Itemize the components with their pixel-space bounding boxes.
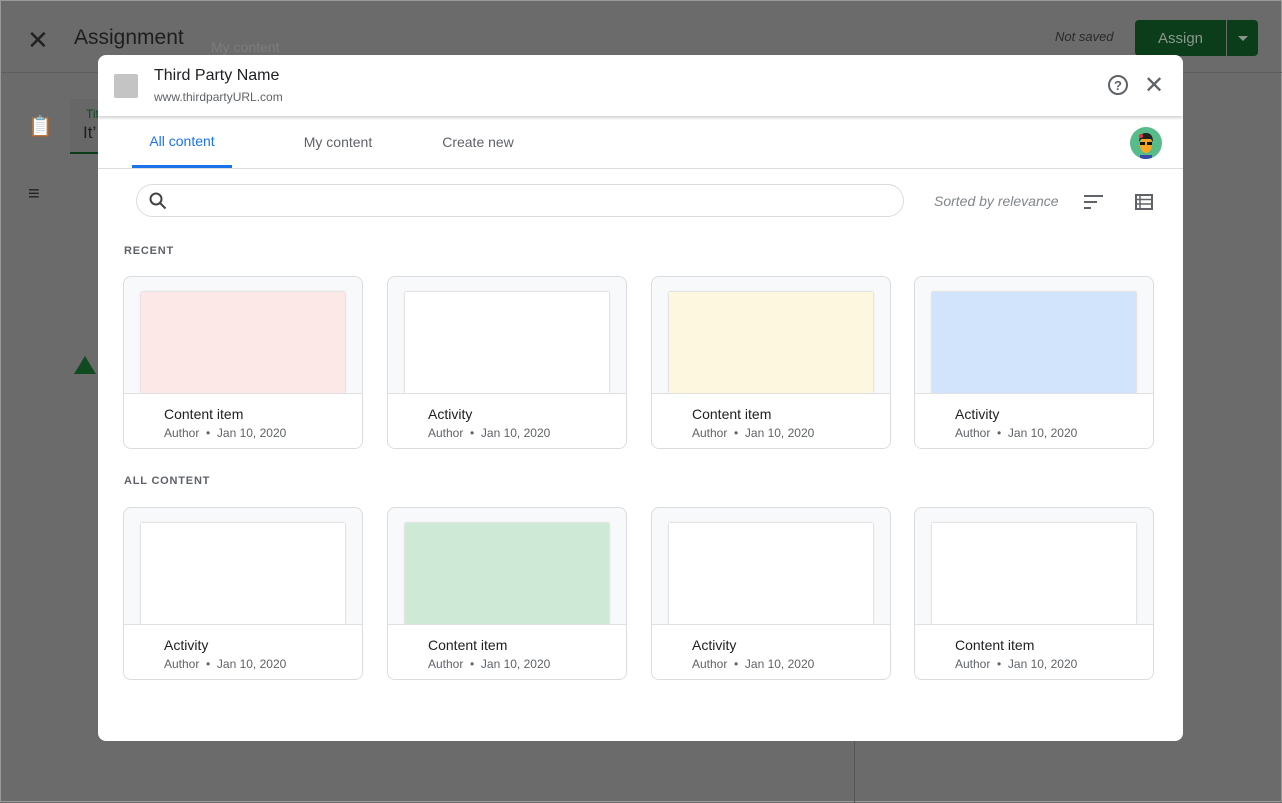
card-date: Jan 10, 2020	[744, 426, 815, 440]
card-meta: Author • Jan 10, 2020	[955, 657, 1078, 671]
list-view-icon[interactable]	[1135, 194, 1153, 210]
card-thumbnail	[669, 292, 873, 393]
assignment-icon[interactable]: 📋	[28, 116, 53, 138]
card-meta: Author • Jan 10, 2020	[428, 657, 551, 671]
content-card[interactable]: Activity Author • Jan 10, 2020	[123, 507, 363, 680]
card-footer: Activity Author • Jan 10, 2020	[652, 624, 890, 679]
avatar[interactable]	[1130, 127, 1162, 159]
card-meta: Author • Jan 10, 2020	[164, 657, 287, 671]
help-icon[interactable]: ?	[1108, 75, 1128, 95]
card-author: Author	[955, 426, 991, 440]
divider	[854, 741, 855, 803]
card-author: Author	[164, 426, 200, 440]
card-footer: Content item Author • Jan 10, 2020	[915, 624, 1153, 679]
content-picker-dialog: Third Party Name www.thirdpartyURL.com ?…	[98, 55, 1183, 741]
card-footer: Content item Author • Jan 10, 2020	[388, 624, 626, 679]
page-title: Assignment	[74, 26, 184, 49]
card-thumbnail	[141, 523, 345, 624]
card-title: Activity	[692, 637, 737, 653]
content-card[interactable]: Activity Author • Jan 10, 2020	[651, 507, 891, 680]
search-input[interactable]	[136, 184, 904, 217]
dialog-header: Third Party Name www.thirdpartyURL.com ?…	[98, 55, 1183, 116]
content-card[interactable]: Content item Author • Jan 10, 2020	[123, 276, 363, 449]
close-icon[interactable]: ✕	[27, 25, 49, 55]
card-title: Content item	[955, 637, 1035, 653]
card-footer: Activity Author • Jan 10, 2020	[388, 393, 626, 448]
assign-button[interactable]: Assign	[1135, 20, 1226, 56]
card-date: Jan 10, 2020	[744, 657, 815, 671]
tab-create-new[interactable]: Create new	[442, 134, 514, 150]
card-title: Activity	[428, 406, 473, 422]
card-date: Jan 10, 2020	[1007, 426, 1078, 440]
card-title: Content item	[164, 406, 244, 422]
card-title: Activity	[955, 406, 1000, 422]
card-footer: Content item Author • Jan 10, 2020	[652, 393, 890, 448]
content-card[interactable]: Activity Author • Jan 10, 2020	[914, 276, 1154, 449]
card-thumbnail	[932, 523, 1136, 624]
card-meta: Author • Jan 10, 2020	[692, 657, 815, 671]
section-heading: ALL CONTENT	[124, 475, 211, 487]
ghost-text: My content	[211, 39, 280, 55]
content-card[interactable]: Content item Author • Jan 10, 2020	[387, 507, 627, 680]
sort-status: Sorted by relevance	[934, 193, 1059, 209]
caret-down-icon	[1237, 35, 1248, 41]
card-date: Jan 10, 2020	[480, 657, 551, 671]
card-author: Author	[164, 657, 200, 671]
tab-bar: All content My content Create new	[98, 116, 1183, 169]
section-heading: RECENT	[124, 245, 175, 257]
assign-dropdown-button[interactable]	[1227, 20, 1258, 56]
content-card[interactable]: Activity Author • Jan 10, 2020	[387, 276, 627, 449]
card-author: Author	[428, 657, 464, 671]
card-title: Content item	[428, 637, 508, 653]
card-author: Author	[692, 657, 728, 671]
card-footer: Activity Author • Jan 10, 2020	[124, 624, 362, 679]
card-date: Jan 10, 2020	[480, 426, 551, 440]
card-thumbnail	[405, 523, 609, 624]
card-date: Jan 10, 2020	[216, 426, 287, 440]
card-title: Content item	[692, 406, 772, 422]
title-value: It’	[83, 123, 97, 142]
card-date: Jan 10, 2020	[1007, 657, 1078, 671]
search-icon	[149, 192, 167, 210]
third-party-url: www.thirdpartyURL.com	[154, 90, 283, 104]
description-icon[interactable]: ≡	[28, 183, 40, 205]
tab-all-content[interactable]: All content	[132, 116, 232, 168]
card-meta: Author • Jan 10, 2020	[692, 426, 815, 440]
save-status: Not saved	[1055, 29, 1114, 44]
card-author: Author	[692, 426, 728, 440]
card-meta: Author • Jan 10, 2020	[955, 426, 1078, 440]
card-meta: Author • Jan 10, 2020	[428, 426, 551, 440]
third-party-logo	[114, 74, 138, 98]
card-thumbnail	[405, 292, 609, 393]
card-thumbnail	[141, 292, 345, 393]
sort-icon[interactable]	[1084, 194, 1104, 210]
card-author: Author	[428, 426, 464, 440]
tab-my-content[interactable]: My content	[303, 134, 373, 150]
content-card[interactable]: Content item Author • Jan 10, 2020	[914, 507, 1154, 680]
close-icon[interactable]: ✕	[1144, 72, 1165, 99]
card-author: Author	[955, 657, 991, 671]
card-title: Activity	[164, 637, 209, 653]
card-meta: Author • Jan 10, 2020	[164, 426, 287, 440]
third-party-name: Third Party Name	[154, 67, 280, 84]
card-date: Jan 10, 2020	[216, 657, 287, 671]
content-card[interactable]: Content item Author • Jan 10, 2020	[651, 276, 891, 449]
card-footer: Activity Author • Jan 10, 2020	[915, 393, 1153, 448]
card-thumbnail	[932, 292, 1136, 393]
card-footer: Content item Author • Jan 10, 2020	[124, 393, 362, 448]
card-thumbnail	[669, 523, 873, 624]
drive-icon[interactable]	[74, 356, 96, 374]
